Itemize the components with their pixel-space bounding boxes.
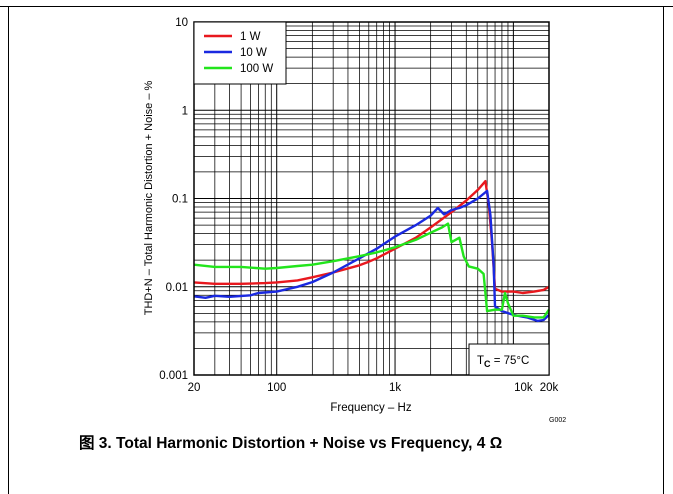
tick-labels: 20 100 1k 10k 20k 0.001 0.01 0.1 1 10	[159, 17, 558, 394]
legend-items: 1 W 10 W 100 W	[204, 31, 273, 75]
annotation-main: T	[477, 355, 484, 367]
x-tick-label: 20k	[540, 382, 559, 394]
y-tick-label: 1	[182, 105, 188, 117]
series-line-100w	[193, 222, 550, 319]
plot-border	[193, 21, 550, 376]
legend-label: 10 W	[240, 47, 267, 59]
temperature-annotation: TC = 75°C	[468, 343, 550, 376]
series-layer	[193, 180, 550, 323]
y-tick-label: 0.01	[166, 282, 188, 294]
y-axis-label: THD+N – Total Harmonic Distortion + Nois…	[143, 81, 155, 316]
annotation-text: TC = 75°C	[477, 355, 529, 369]
annotation-box	[468, 343, 550, 376]
y-tick-label: 0.001	[159, 370, 188, 382]
annotation-rest: = 75°C	[491, 355, 530, 367]
y-tick-label: 10	[175, 17, 188, 29]
annotation-sub: C	[484, 359, 491, 369]
legend-label: 1 W	[240, 31, 261, 43]
legend: 1 W 10 W 100 W	[193, 21, 287, 85]
y-tick-label: 0.1	[172, 194, 188, 206]
series-line-10w	[193, 189, 550, 323]
legend-label: 100 W	[240, 63, 273, 75]
x-tick-label: 10k	[514, 382, 533, 394]
x-tick-label: 1k	[389, 382, 401, 394]
figure-caption: 图 3. Total Harmonic Distortion + Noise v…	[79, 435, 503, 452]
x-axis-label: Frequency – Hz	[330, 402, 411, 414]
x-tick-label: 100	[267, 382, 286, 394]
x-tick-label: 20	[188, 382, 201, 394]
graph-code: G002	[549, 417, 567, 424]
series-line-1w	[193, 180, 550, 295]
